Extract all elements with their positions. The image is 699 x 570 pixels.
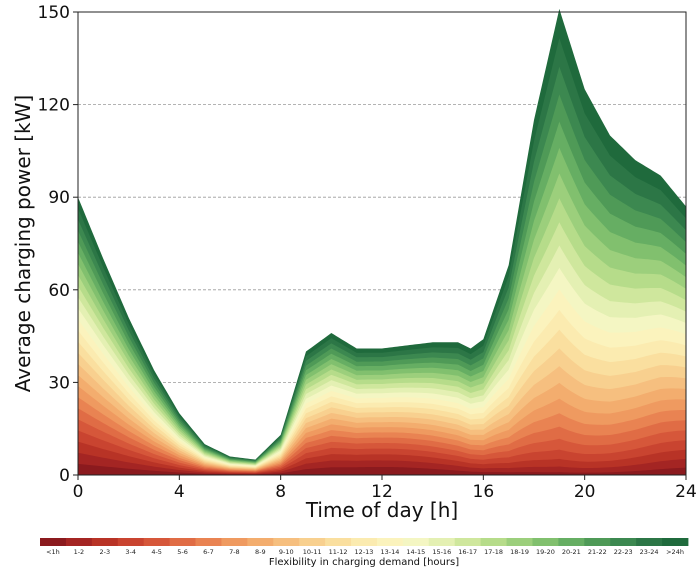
colorbar-tick-label: 4-5 xyxy=(151,548,162,556)
colorbar-tick-label: 9-10 xyxy=(279,548,294,556)
colorbar-tick-label: 14-15 xyxy=(406,548,425,556)
x-tick-label: 20 xyxy=(574,482,596,502)
colorbar-tick-label: 22-23 xyxy=(614,548,633,556)
y-axis-label: Average charging power [kW] xyxy=(11,95,35,392)
x-tick-label: 4 xyxy=(174,482,185,502)
colorbar-swatch xyxy=(195,538,222,546)
colorbar-tick-label: 10-11 xyxy=(303,548,322,556)
colorbar-swatch xyxy=(532,538,559,546)
colorbar-tick-label: 6-7 xyxy=(203,548,214,556)
colorbar-swatch xyxy=(325,538,352,546)
colorbar-swatch xyxy=(273,538,300,546)
colorbar-tick-label: >24h xyxy=(666,548,684,556)
colorbar-swatch xyxy=(636,538,663,546)
y-axis: 0 30 60 90 120 150 xyxy=(38,3,78,486)
colorbar-swatch xyxy=(299,538,326,546)
colorbar-tick-label: 18-19 xyxy=(510,548,529,556)
y-tick-label: 0 xyxy=(59,466,70,486)
y-tick-label: 90 xyxy=(48,188,70,208)
colorbar-swatch xyxy=(480,538,507,546)
colorbar-swatch xyxy=(454,538,482,546)
colorbar-tick-label: 12-13 xyxy=(355,548,374,556)
y-tick-label: 150 xyxy=(38,3,70,23)
colorbar-swatch xyxy=(117,538,145,546)
colorbar-tick-label: 20-21 xyxy=(562,548,581,556)
colorbar-swatch xyxy=(558,538,585,546)
colorbar-tick-label: 21-22 xyxy=(588,548,607,556)
colorbar-tick-label: 23-24 xyxy=(640,548,659,556)
colorbar-swatch xyxy=(506,538,533,546)
colorbar-tick-label: 8-9 xyxy=(255,548,266,556)
x-tick-label: 0 xyxy=(73,482,84,502)
colorbar-tick-label: 3-4 xyxy=(125,548,136,556)
colorbar-swatch xyxy=(662,538,689,546)
x-tick-label: 12 xyxy=(371,482,393,502)
colorbar-swatch xyxy=(91,538,119,546)
x-axis-label: Time of day [h] xyxy=(305,498,458,522)
colorbar-tick-label: 5-6 xyxy=(177,548,188,556)
colorbar-swatch xyxy=(40,538,67,546)
x-tick-label: 16 xyxy=(473,482,495,502)
colorbar-tick-label: 1-2 xyxy=(74,548,85,556)
colorbar-swatch xyxy=(247,538,274,546)
colorbar-tick-label: 2-3 xyxy=(99,548,110,556)
area-layer-2-3 xyxy=(78,441,686,475)
colorbar-swatch xyxy=(169,538,196,546)
colorbar-tick-label: 7-8 xyxy=(229,548,240,556)
area-layer-1-2 xyxy=(78,452,686,475)
flexibility-areas xyxy=(78,8,686,476)
colorbar-label: Flexibility in charging demand [hours] xyxy=(269,557,459,568)
colorbar-tick-label: 17-18 xyxy=(484,548,503,556)
colorbar-swatch xyxy=(376,538,404,546)
colorbar-tick-label: 11-12 xyxy=(329,548,348,556)
colorbar-swatch xyxy=(428,538,456,546)
colorbar-swatch xyxy=(610,538,637,546)
x-axis: 0 4 8 12 16 20 24 xyxy=(73,475,697,502)
y-tick-label: 60 xyxy=(48,281,70,301)
colorbar-swatch xyxy=(584,538,611,546)
x-tick-label: 8 xyxy=(275,482,286,502)
x-tick-label: 24 xyxy=(675,482,697,502)
colorbar-swatch xyxy=(351,538,378,546)
y-tick-label: 120 xyxy=(38,96,70,116)
colorbar-tick-label: 19-20 xyxy=(536,548,555,556)
colorbar-swatch xyxy=(402,538,430,546)
y-tick-label: 30 xyxy=(48,373,70,393)
colorbar-tick-label: <1h xyxy=(46,548,60,556)
colorbar-tick-label: 15-16 xyxy=(432,548,451,556)
colorbar: <1h 1-2 2-3 3-4 4-5 5-6 6-7 7-8 8-9 9-10 10-11 11-1… xyxy=(40,538,689,556)
area-layer-<1h xyxy=(78,463,686,475)
colorbar-tick-label: 16-17 xyxy=(458,548,477,556)
colorbar-swatch xyxy=(143,538,170,546)
colorbar-tick-label: 13-14 xyxy=(380,548,399,556)
colorbar-swatch xyxy=(221,538,248,546)
colorbar-swatch xyxy=(65,538,93,546)
